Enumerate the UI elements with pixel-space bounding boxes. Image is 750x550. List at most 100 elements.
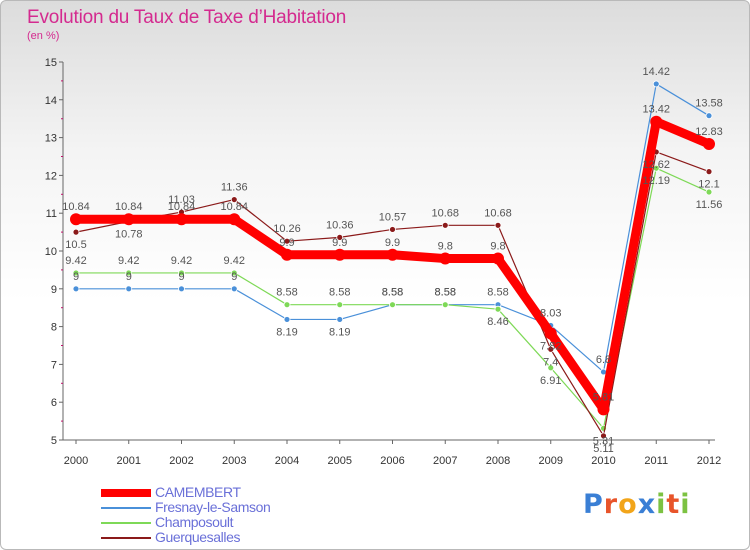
data-label-3: 10.57: [379, 211, 407, 223]
data-point-0: [175, 213, 188, 226]
data-label-3: 5.11: [593, 443, 614, 455]
legend: CAMEMBERT Fresnay-le-Samson Champosoult …: [101, 485, 321, 545]
data-label-3: 10.26: [273, 223, 301, 235]
data-point-0: [281, 248, 293, 261]
data-label-1: 8.19: [276, 326, 297, 338]
y-tick-label: 13: [45, 133, 57, 145]
x-tick-label: 2002: [169, 455, 193, 467]
data-label-1: 13.58: [695, 98, 723, 110]
x-tick-label: 2010: [591, 455, 615, 467]
data-point-2: [494, 305, 502, 313]
legend-label-camembert: CAMEMBERT: [155, 484, 241, 500]
legend-label-champosoult: Champosoult: [155, 514, 234, 530]
y-tick-label: 6: [51, 397, 57, 409]
data-label-2: 6.91: [540, 375, 561, 387]
data-point-0: [439, 252, 452, 265]
legend-swatch-guerquesalles: [101, 537, 151, 539]
data-label-2: 9.42: [118, 255, 139, 267]
data-label-1: 8.58: [435, 287, 456, 299]
data-label-2: 8.58: [329, 287, 350, 299]
data-label-2: 12.19: [642, 175, 670, 187]
data-label-1: 8.19: [329, 326, 350, 338]
proxiti-logo: Proxiti: [583, 489, 691, 520]
data-label-0: 5.81: [593, 391, 614, 403]
legend-item-camembert: CAMEMBERT: [101, 485, 321, 500]
data-point-0: [650, 115, 663, 128]
data-label-3: 10.5: [65, 239, 86, 251]
logo-letter: P: [583, 489, 604, 520]
data-label-2: 11.56: [696, 199, 723, 211]
data-point-2: [389, 301, 396, 309]
x-tick-label: 2008: [486, 455, 510, 467]
data-label-3: 11.03: [168, 194, 195, 206]
data-label-0: 9.9: [332, 237, 347, 249]
x-tick-label: 2005: [328, 455, 352, 467]
data-point-1: [283, 316, 291, 323]
data-label-0: 10.84: [220, 201, 248, 213]
y-tick-label: 10: [45, 246, 57, 258]
data-label-3: 11.36: [221, 182, 248, 194]
data-label-2: 9.42: [224, 255, 245, 267]
data-label-0: 9.8: [490, 241, 505, 253]
data-label-0: 12.83: [695, 126, 723, 138]
data-point-3: [494, 221, 502, 229]
data-point-3: [441, 221, 449, 229]
x-tick-label: 2009: [539, 455, 563, 467]
data-label-2: 8.46: [487, 316, 508, 328]
data-label-2: 8.58: [435, 287, 456, 299]
data-point-0: [544, 327, 557, 340]
data-label-1: 8.58: [487, 287, 508, 299]
data-label-3: 12.62: [642, 159, 670, 171]
data-label-1: 6.8: [596, 354, 611, 366]
data-point-0: [333, 248, 346, 261]
y-tick-label: 7: [51, 359, 57, 371]
x-tick-label: 2003: [222, 455, 246, 467]
data-label-0: 7.82: [540, 340, 561, 352]
legend-swatch-camembert: [101, 489, 151, 497]
data-label-3: 7.4: [543, 356, 558, 368]
y-tick-label: 11: [46, 208, 57, 220]
data-label-1: 9: [178, 271, 184, 283]
data-point-0: [386, 248, 399, 261]
x-tick-label: 2012: [697, 455, 721, 467]
x-tick-label: 2011: [644, 455, 668, 467]
legend-item-champosoult: Champosoult: [101, 515, 321, 530]
data-point-3: [283, 237, 291, 245]
logo-letter: r: [603, 489, 619, 520]
data-point-2: [441, 301, 449, 309]
data-point-3: [705, 168, 713, 176]
y-tick-label: 14: [45, 95, 57, 107]
data-point-0: [228, 213, 241, 226]
data-label-0: 10.84: [115, 201, 143, 213]
legend-swatch-champosoult: [101, 522, 151, 524]
data-label-2: 8.58: [276, 287, 297, 299]
data-point-2: [72, 269, 80, 277]
data-point-3: [600, 432, 607, 440]
data-point-2: [125, 269, 133, 277]
data-point-3: [547, 345, 555, 353]
x-tick-label: 2001: [117, 455, 141, 467]
data-label-1: 8.58: [382, 287, 403, 299]
data-label-3: 10.78: [115, 229, 143, 241]
data-point-1: [705, 112, 713, 120]
data-label-0: 9.9: [385, 237, 400, 249]
logo-letter: i: [656, 489, 667, 520]
y-tick-label: 15: [45, 57, 57, 69]
data-point-0: [122, 213, 135, 226]
y-tick-label: 9: [51, 284, 57, 296]
y-tick-label: 5: [51, 435, 57, 447]
data-label-0: 10.84: [168, 201, 196, 213]
data-point-0: [70, 213, 82, 226]
data-point-3: [389, 226, 396, 233]
data-point-0: [597, 403, 610, 416]
data-label-3: 12.1: [698, 179, 719, 191]
data-point-1: [652, 80, 660, 88]
data-label-1: 9: [231, 271, 237, 283]
logo-letter: i: [680, 489, 691, 520]
x-tick-label: 2004: [275, 455, 299, 467]
legend-swatch-fresnay: [101, 507, 151, 509]
data-point-1: [125, 285, 133, 293]
data-point-1: [336, 316, 344, 323]
data-label-2: 9.42: [171, 255, 192, 267]
